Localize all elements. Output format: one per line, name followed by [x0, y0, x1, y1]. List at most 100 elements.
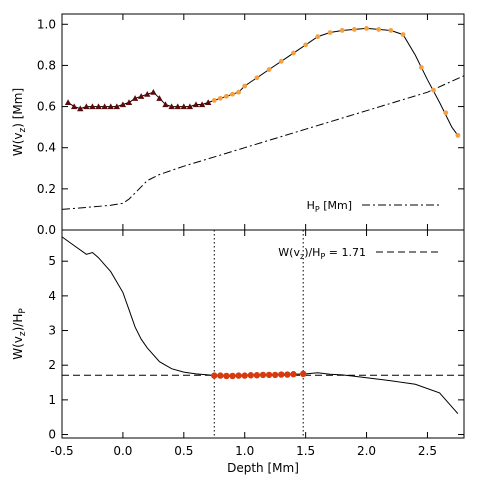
top-y-label-main: W(v — [11, 132, 25, 156]
top-legend-label: HP [Mm] — [307, 199, 352, 214]
top-circle-marker — [254, 75, 260, 81]
top-plot-frame — [61, 13, 465, 231]
bottom-y-tick-label: 5 — [48, 254, 56, 268]
x-tick-label: 1.0 — [235, 444, 254, 458]
top-legend-main: H — [307, 199, 315, 212]
top-circle-marker — [242, 83, 248, 89]
top-circle-marker — [230, 91, 235, 97]
bottom-y-tick-label: 0 — [48, 428, 56, 442]
bottom-plot-area — [61, 230, 464, 438]
bottom-circle-marker — [253, 372, 261, 379]
bottom-y-label-sub: z — [18, 331, 28, 336]
bottom-y-axis-label: W(vz)/HP — [11, 308, 28, 360]
bottom-y-label-mid: )/H — [11, 314, 25, 332]
top-triangle-marker — [186, 103, 194, 110]
x-tick-label: 0.0 — [113, 444, 132, 458]
top-y-tick-label: 0.4 — [37, 141, 56, 155]
top-circle-marker — [224, 93, 229, 99]
bottom-circle-marker — [229, 372, 236, 380]
bottom-circle-marker — [211, 372, 218, 379]
top-triangle-marker — [168, 103, 175, 110]
bottom-circle-marker — [247, 372, 255, 379]
bottom-y-tick-label: 3 — [48, 324, 56, 338]
bottom-circle-marker — [290, 371, 297, 378]
top-circle-marker — [217, 95, 223, 101]
top-triangle-marker — [83, 103, 90, 110]
top-triangle-marker — [131, 95, 139, 101]
bottom-circle-marker — [284, 371, 291, 378]
top-triangle-marker — [174, 103, 181, 110]
top-triangle-marker — [89, 103, 96, 110]
x-tick-label: 0.5 — [174, 444, 193, 458]
top-circle-marker — [351, 27, 357, 32]
top-circle-marker — [443, 110, 449, 116]
top-circle-marker — [236, 89, 242, 95]
bottom-circle-marker — [259, 371, 267, 379]
top-circle-marker — [278, 58, 284, 64]
top-circle-marker — [339, 28, 345, 33]
x-tick-label: -0.5 — [50, 444, 73, 458]
top-y-label-tail: ) [Mm] — [11, 88, 25, 128]
top-legend-sub: P — [315, 205, 320, 214]
top-legend: HP [Mm] — [307, 199, 440, 214]
top-y-tick-label: 0.6 — [37, 100, 56, 114]
x-axis-ticks: -0.5 0.0 0.5 1.0 1.5 2.0 2.5 — [50, 444, 437, 458]
top-triangle-marker — [150, 88, 157, 95]
bottom-circle-marker — [223, 372, 230, 380]
top-triangle-marker — [107, 103, 114, 110]
bottom-legend-main: W(v — [278, 246, 300, 259]
bottom-y-tick-label: 2 — [48, 358, 56, 372]
bottom-legend-sub: z — [300, 252, 304, 261]
bottom-legend-tail: = 1.71 — [325, 246, 366, 259]
top-series-line — [61, 75, 465, 210]
bottom-legend: W(vz)/HP = 1.71 — [278, 246, 440, 261]
top-circle-marker — [211, 98, 217, 103]
bottom-y-ticks: 0 1 2 3 4 5 — [48, 230, 464, 442]
top-triangle-marker — [77, 105, 84, 112]
bottom-y-label-sub2: P — [18, 308, 28, 314]
top-triangle-marker — [204, 99, 212, 106]
bottom-plot-frame — [61, 229, 465, 439]
bottom-circle-marker — [278, 371, 285, 378]
top-y-tick-label: 0.8 — [37, 58, 56, 72]
top-legend-tail: [Mm] — [320, 199, 352, 212]
top-circle-marker — [388, 28, 394, 33]
top-circle-marker — [418, 65, 424, 70]
top-panel: 0.0 0.2 0.4 0.6 0.8 1.0 W(vz) [Mm] HP [Mm] — [11, 13, 465, 237]
bottom-circle-marker — [241, 372, 248, 379]
top-y-label-sub: z — [18, 127, 28, 132]
top-triangle-marker — [113, 103, 121, 110]
x-axis-label: Depth [Mm] — [227, 461, 299, 475]
top-triangle-marker — [95, 103, 102, 110]
x-tick-label: 2.0 — [357, 444, 376, 458]
top-circle-marker — [376, 27, 382, 32]
top-circle-marker — [364, 26, 369, 31]
bottom-y-tick-label: 1 — [48, 393, 56, 407]
top-y-axis-label: W(vz) [Mm] — [11, 88, 28, 156]
x-tick-label: 1.5 — [296, 444, 315, 458]
top-y-ticks: 0.0 0.2 0.4 0.6 0.8 1.0 — [37, 14, 464, 237]
x-tick-label: 2.5 — [418, 444, 437, 458]
top-triangle-marker — [119, 101, 127, 108]
bottom-circle-marker — [265, 371, 273, 379]
top-triangle-marker — [180, 103, 188, 110]
top-triangle-marker — [156, 95, 163, 101]
bottom-legend-mid: )/H — [304, 246, 320, 259]
top-circle-marker — [266, 67, 272, 72]
top-triangle-marker — [144, 91, 151, 97]
top-y-tick-label: 0.2 — [37, 182, 56, 196]
bottom-legend-sub2: P — [320, 252, 325, 261]
bottom-series-line — [61, 236, 459, 415]
top-circle-marker — [455, 132, 461, 138]
bottom-y-label-main: W(v — [11, 336, 25, 360]
bottom-y-tick-label: 4 — [48, 289, 56, 303]
bottom-circle-marker — [271, 371, 279, 379]
top-triangle-marker — [137, 93, 145, 99]
top-circle-marker — [303, 42, 309, 48]
top-y-tick-label: 0.0 — [37, 223, 56, 237]
top-circle-marker — [431, 87, 436, 93]
top-circle-marker — [400, 32, 406, 37]
top-circle-marker — [327, 30, 333, 35]
